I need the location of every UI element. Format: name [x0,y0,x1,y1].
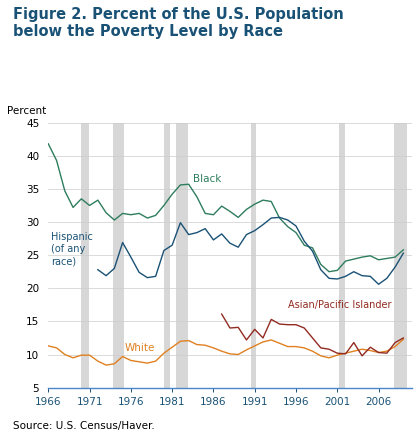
Text: Asian/Pacific Islander: Asian/Pacific Islander [288,300,391,310]
Text: Hispanic
(of any
race): Hispanic (of any race) [51,232,93,267]
Text: Percent: Percent [7,106,46,116]
Bar [113,123,124,388]
Text: Black: Black [193,174,221,184]
Bar [164,123,170,388]
Text: below the Poverty Level by Race: below the Poverty Level by Race [13,24,283,39]
Text: Figure 2. Percent of the U.S. Population: Figure 2. Percent of the U.S. Population [13,7,344,21]
Bar [176,123,188,388]
Bar [339,123,345,388]
Bar [394,123,407,388]
Bar [252,123,256,388]
Text: Source: U.S. Census/Haver.: Source: U.S. Census/Haver. [13,421,155,431]
Bar [81,123,89,388]
Text: White: White [124,343,155,353]
